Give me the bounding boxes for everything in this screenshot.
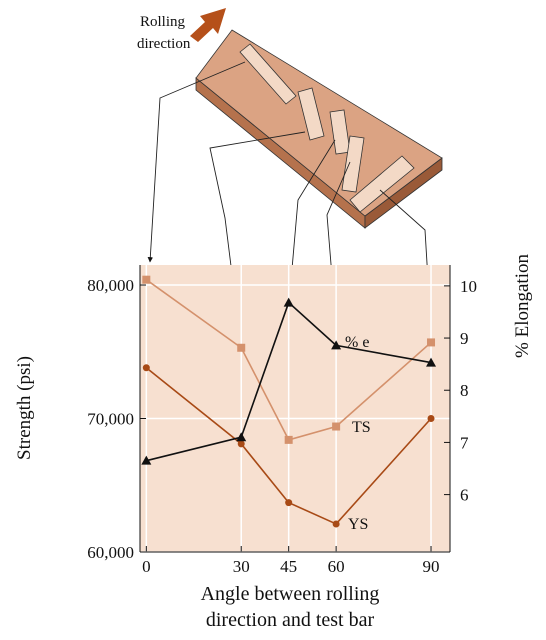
y2-tick-label: 6: [460, 486, 469, 505]
x-tick-label: 0: [142, 557, 151, 576]
series-label: TS: [352, 419, 371, 436]
chart: Rolling direction Strength (psi) % Elong…: [0, 0, 546, 635]
y-axis-label: Strength (psi): [14, 356, 35, 460]
illustration-label: Rolling: [140, 14, 186, 30]
marker: [238, 440, 245, 447]
marker: [332, 423, 340, 431]
x-axis-label: direction and test bar: [206, 609, 375, 631]
y2-tick-label: 10: [460, 277, 477, 296]
x-tick-label: 30: [233, 557, 250, 576]
y-tick-label: 80,000: [87, 276, 134, 295]
series-label: % e: [345, 334, 369, 351]
x-tick-label: 60: [328, 557, 345, 576]
y-tick-label: 70,000: [87, 410, 134, 429]
marker: [427, 338, 435, 346]
marker: [143, 364, 150, 371]
y2-tick-label: 8: [460, 381, 469, 400]
y2-tick-label: 7: [460, 433, 469, 452]
page: Rolling direction Strength (psi) % Elong…: [0, 0, 546, 640]
marker: [333, 520, 340, 527]
marker: [237, 344, 245, 352]
illustration-label: direction: [137, 36, 191, 52]
x-axis-label: Angle between rolling: [201, 583, 380, 605]
series-label: YS: [348, 516, 368, 533]
y-tick-label: 60,000: [87, 543, 134, 562]
marker: [285, 499, 292, 506]
x-tick-label: 90: [423, 557, 440, 576]
y2-tick-label: 9: [460, 329, 469, 348]
marker: [428, 415, 435, 422]
marker: [142, 276, 150, 284]
marker: [285, 436, 293, 444]
y2-axis-label: % Elongation: [512, 254, 533, 358]
x-tick-label: 45: [280, 557, 297, 576]
